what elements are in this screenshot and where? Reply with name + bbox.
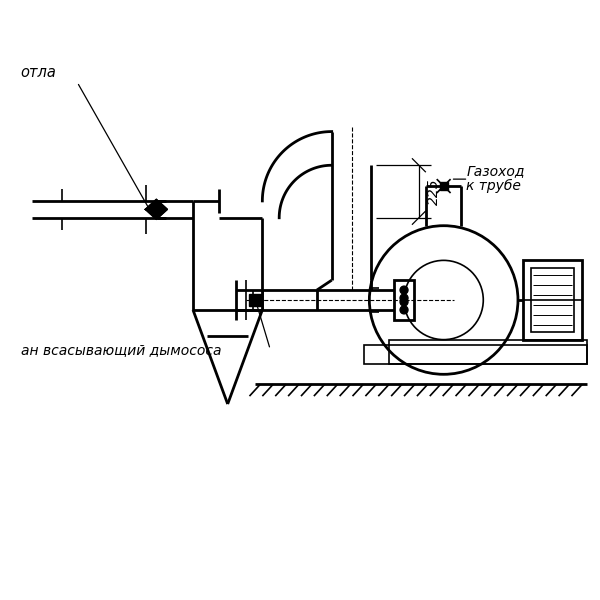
Polygon shape [250, 294, 262, 306]
Bar [389, 340, 587, 364]
Bar [364, 344, 587, 364]
Circle shape [400, 286, 408, 294]
Bar [523, 260, 583, 340]
Text: 225: 225 [427, 178, 441, 205]
Polygon shape [145, 199, 167, 219]
Circle shape [400, 298, 408, 306]
Text: отла: отла [20, 65, 56, 80]
Text: Газоход: Газоход [466, 164, 525, 178]
Bar [394, 280, 414, 320]
Circle shape [400, 294, 408, 302]
Text: к трубе: к трубе [466, 179, 521, 193]
Bar [531, 268, 574, 332]
Polygon shape [440, 182, 448, 190]
Text: ан всасывающий дымососа: ан всасывающий дымососа [20, 343, 221, 356]
Circle shape [400, 306, 408, 314]
